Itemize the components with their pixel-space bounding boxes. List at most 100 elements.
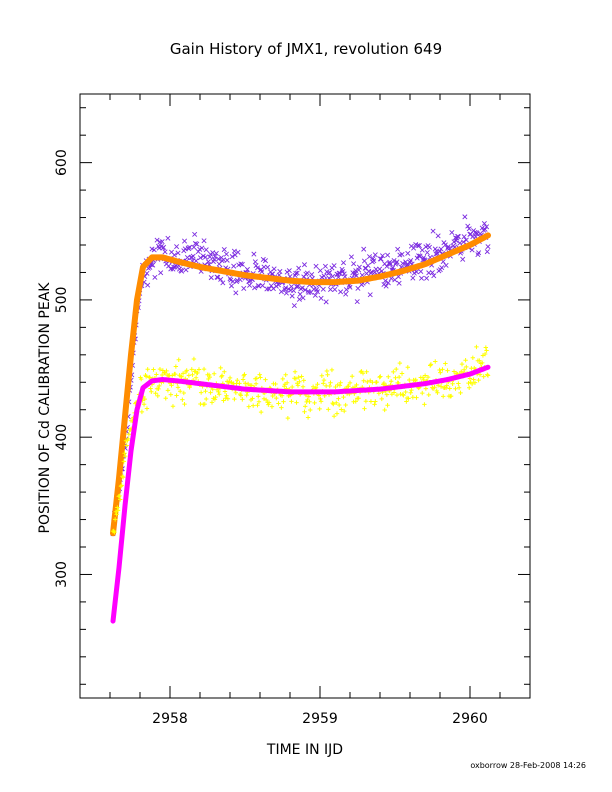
data-point bbox=[150, 262, 156, 268]
data-point bbox=[147, 375, 153, 380]
data-point bbox=[422, 402, 427, 407]
data-point bbox=[404, 399, 409, 404]
data-point bbox=[172, 371, 178, 377]
data-point bbox=[112, 517, 118, 522]
data-point bbox=[379, 396, 384, 402]
data-point bbox=[233, 390, 239, 395]
data-point bbox=[360, 371, 366, 376]
data-point bbox=[382, 407, 387, 413]
data-point bbox=[479, 225, 485, 231]
x-tick-label: 2960 bbox=[452, 711, 488, 727]
data-point bbox=[385, 403, 390, 408]
data-point bbox=[255, 402, 260, 408]
data-point bbox=[301, 378, 306, 383]
data-point bbox=[284, 380, 290, 385]
data-point bbox=[141, 402, 147, 407]
data-point bbox=[221, 247, 227, 253]
data-point bbox=[416, 243, 422, 249]
data-point bbox=[426, 392, 431, 398]
data-point bbox=[171, 252, 177, 258]
data-point bbox=[235, 249, 241, 255]
data-point bbox=[283, 290, 289, 296]
data-point bbox=[461, 367, 467, 372]
data-point bbox=[372, 252, 378, 258]
data-point bbox=[187, 244, 193, 250]
data-point bbox=[368, 270, 374, 276]
data-point bbox=[254, 265, 261, 271]
series-layer bbox=[110, 214, 491, 624]
data-point bbox=[340, 268, 346, 274]
data-point bbox=[254, 376, 259, 381]
data-point bbox=[175, 250, 181, 256]
data-point bbox=[391, 369, 396, 375]
data-point bbox=[307, 399, 312, 404]
data-point bbox=[426, 244, 432, 250]
data-point bbox=[395, 246, 401, 252]
data-point bbox=[362, 406, 367, 411]
data-point bbox=[466, 380, 471, 386]
data-point bbox=[168, 392, 174, 397]
data-point bbox=[401, 393, 406, 398]
data-point bbox=[145, 282, 151, 288]
data-point bbox=[156, 386, 161, 392]
data-point bbox=[172, 264, 178, 270]
data-point bbox=[199, 245, 205, 251]
data-point bbox=[244, 266, 250, 272]
data-point bbox=[202, 254, 209, 260]
series-4 bbox=[110, 364, 491, 624]
data-point bbox=[467, 376, 473, 381]
data-point bbox=[393, 375, 398, 380]
data-point bbox=[438, 370, 443, 375]
data-point bbox=[378, 256, 384, 262]
data-point bbox=[215, 274, 221, 280]
data-point bbox=[353, 399, 358, 404]
data-point bbox=[438, 384, 444, 389]
data-point bbox=[249, 383, 254, 388]
data-point bbox=[238, 393, 244, 398]
data-point bbox=[460, 256, 466, 262]
data-point bbox=[203, 247, 209, 253]
data-point bbox=[197, 255, 203, 261]
data-point bbox=[283, 285, 289, 291]
data-point bbox=[228, 283, 235, 289]
data-point bbox=[291, 303, 297, 309]
data-point bbox=[338, 289, 344, 295]
data-point bbox=[237, 381, 242, 386]
data-point bbox=[221, 398, 226, 403]
data-point bbox=[265, 264, 271, 270]
data-point bbox=[429, 269, 435, 276]
data-point bbox=[377, 256, 383, 262]
data-point bbox=[456, 385, 462, 390]
data-point bbox=[157, 383, 162, 389]
data-point bbox=[165, 235, 171, 241]
data-point bbox=[373, 399, 378, 404]
data-point bbox=[118, 484, 124, 489]
data-point bbox=[259, 269, 265, 275]
data-point bbox=[400, 392, 405, 397]
data-point bbox=[433, 359, 438, 364]
data-point bbox=[482, 351, 488, 357]
data-point bbox=[470, 355, 476, 360]
data-point bbox=[327, 270, 333, 276]
data-point bbox=[435, 390, 440, 395]
data-point bbox=[377, 374, 382, 380]
data-point bbox=[338, 380, 343, 385]
data-point bbox=[438, 246, 444, 252]
data-point bbox=[397, 360, 403, 366]
data-point bbox=[336, 402, 342, 408]
data-point bbox=[218, 276, 224, 282]
data-point bbox=[337, 383, 343, 388]
data-point bbox=[117, 493, 122, 499]
data-point bbox=[203, 389, 208, 394]
data-point bbox=[273, 381, 278, 387]
data-point bbox=[347, 284, 353, 290]
data-point bbox=[485, 372, 490, 377]
data-point bbox=[417, 253, 423, 259]
data-point bbox=[166, 263, 172, 269]
data-point bbox=[414, 395, 419, 400]
data-point bbox=[282, 384, 287, 389]
data-point bbox=[349, 374, 355, 379]
data-point bbox=[368, 399, 374, 404]
data-point bbox=[403, 389, 408, 395]
data-point bbox=[123, 453, 128, 459]
